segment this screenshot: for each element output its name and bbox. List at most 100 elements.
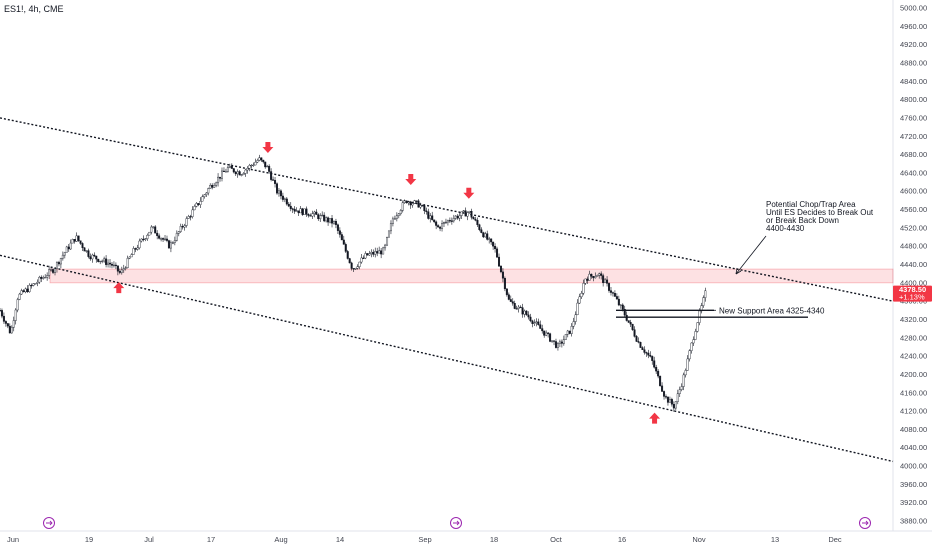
candle (181, 225, 184, 228)
candle (276, 183, 279, 194)
price-tick-label: 4000.00 (900, 462, 927, 471)
candle (372, 251, 375, 255)
candle (376, 251, 379, 254)
candle (285, 198, 288, 205)
candle (156, 232, 159, 236)
candle (606, 279, 609, 284)
candle (382, 247, 385, 255)
candle (217, 176, 220, 184)
candle (517, 306, 520, 309)
candle (356, 266, 359, 269)
candle (621, 304, 624, 310)
candle (645, 352, 648, 354)
candle (272, 179, 275, 181)
candle (558, 341, 561, 344)
candle (177, 231, 180, 234)
candle (336, 224, 339, 231)
candle (505, 288, 508, 295)
candle (136, 247, 139, 250)
candle (627, 320, 630, 323)
candle (631, 323, 634, 330)
candle (28, 284, 31, 293)
candle (543, 330, 546, 336)
candle (521, 307, 524, 315)
event-arrow-icon (46, 520, 53, 526)
chop-annotation-line: or Break Back Down (766, 216, 839, 225)
time-tick-label: 14 (336, 535, 344, 544)
candle (242, 173, 245, 175)
candle (254, 161, 257, 166)
price-tick-label: 4400.00 (900, 278, 927, 287)
candle (197, 203, 200, 205)
time-tick-label: Jun (7, 535, 19, 544)
candle (570, 326, 573, 334)
candle (613, 293, 616, 297)
candle (287, 203, 290, 207)
candle (464, 210, 467, 217)
candle (144, 238, 147, 240)
candle (684, 370, 687, 376)
candle (584, 278, 587, 284)
candle (309, 215, 312, 217)
candle (562, 339, 565, 344)
price-axis[interactable] (893, 0, 932, 550)
candle (486, 233, 489, 240)
candle (582, 283, 585, 294)
candle (220, 170, 223, 179)
candle (303, 208, 306, 215)
candle (539, 324, 542, 329)
candle (364, 253, 367, 259)
price-tick-label: 4280.00 (900, 333, 927, 342)
candle (387, 230, 390, 238)
candle (413, 200, 416, 204)
channel-lower-line[interactable] (0, 254, 894, 463)
price-tick-label: 4240.00 (900, 352, 927, 361)
time-tick-label: 13 (771, 535, 779, 544)
candle (653, 360, 656, 368)
candle (228, 165, 231, 168)
candle (103, 258, 106, 262)
candle (615, 296, 618, 300)
price-tick-label: 4040.00 (900, 443, 927, 452)
candle (586, 278, 589, 281)
chop-annotation-line: 4400-4430 (766, 224, 805, 233)
candle (274, 180, 277, 184)
time-tick-label: 16 (618, 535, 626, 544)
candle (374, 251, 377, 255)
candle (643, 349, 646, 353)
candle (110, 263, 113, 266)
candle (101, 260, 104, 263)
price-tick-label: 4120.00 (900, 407, 927, 416)
change-percent-label: +1.13% (899, 293, 925, 302)
candle (317, 214, 320, 220)
candle (592, 276, 595, 279)
candle (169, 242, 172, 249)
candle (541, 328, 544, 332)
candle (696, 322, 699, 332)
candle (291, 208, 294, 210)
candle (346, 251, 349, 259)
candle (313, 211, 316, 214)
candle (32, 283, 35, 286)
candle (368, 253, 371, 256)
candle (680, 386, 683, 390)
candle (478, 224, 481, 230)
candle (130, 254, 133, 258)
candle (107, 262, 110, 265)
candle (639, 342, 642, 348)
candle (651, 356, 654, 361)
candle (270, 171, 273, 180)
candle (350, 262, 353, 269)
candle (647, 352, 650, 356)
candle (380, 250, 383, 255)
candle (207, 188, 210, 194)
candle (311, 213, 314, 217)
candle (79, 240, 82, 244)
candle (578, 296, 581, 304)
down-arrow-marker (405, 174, 417, 186)
price-tick-label: 4320.00 (900, 315, 927, 324)
candle (87, 250, 90, 257)
candle (122, 268, 125, 271)
